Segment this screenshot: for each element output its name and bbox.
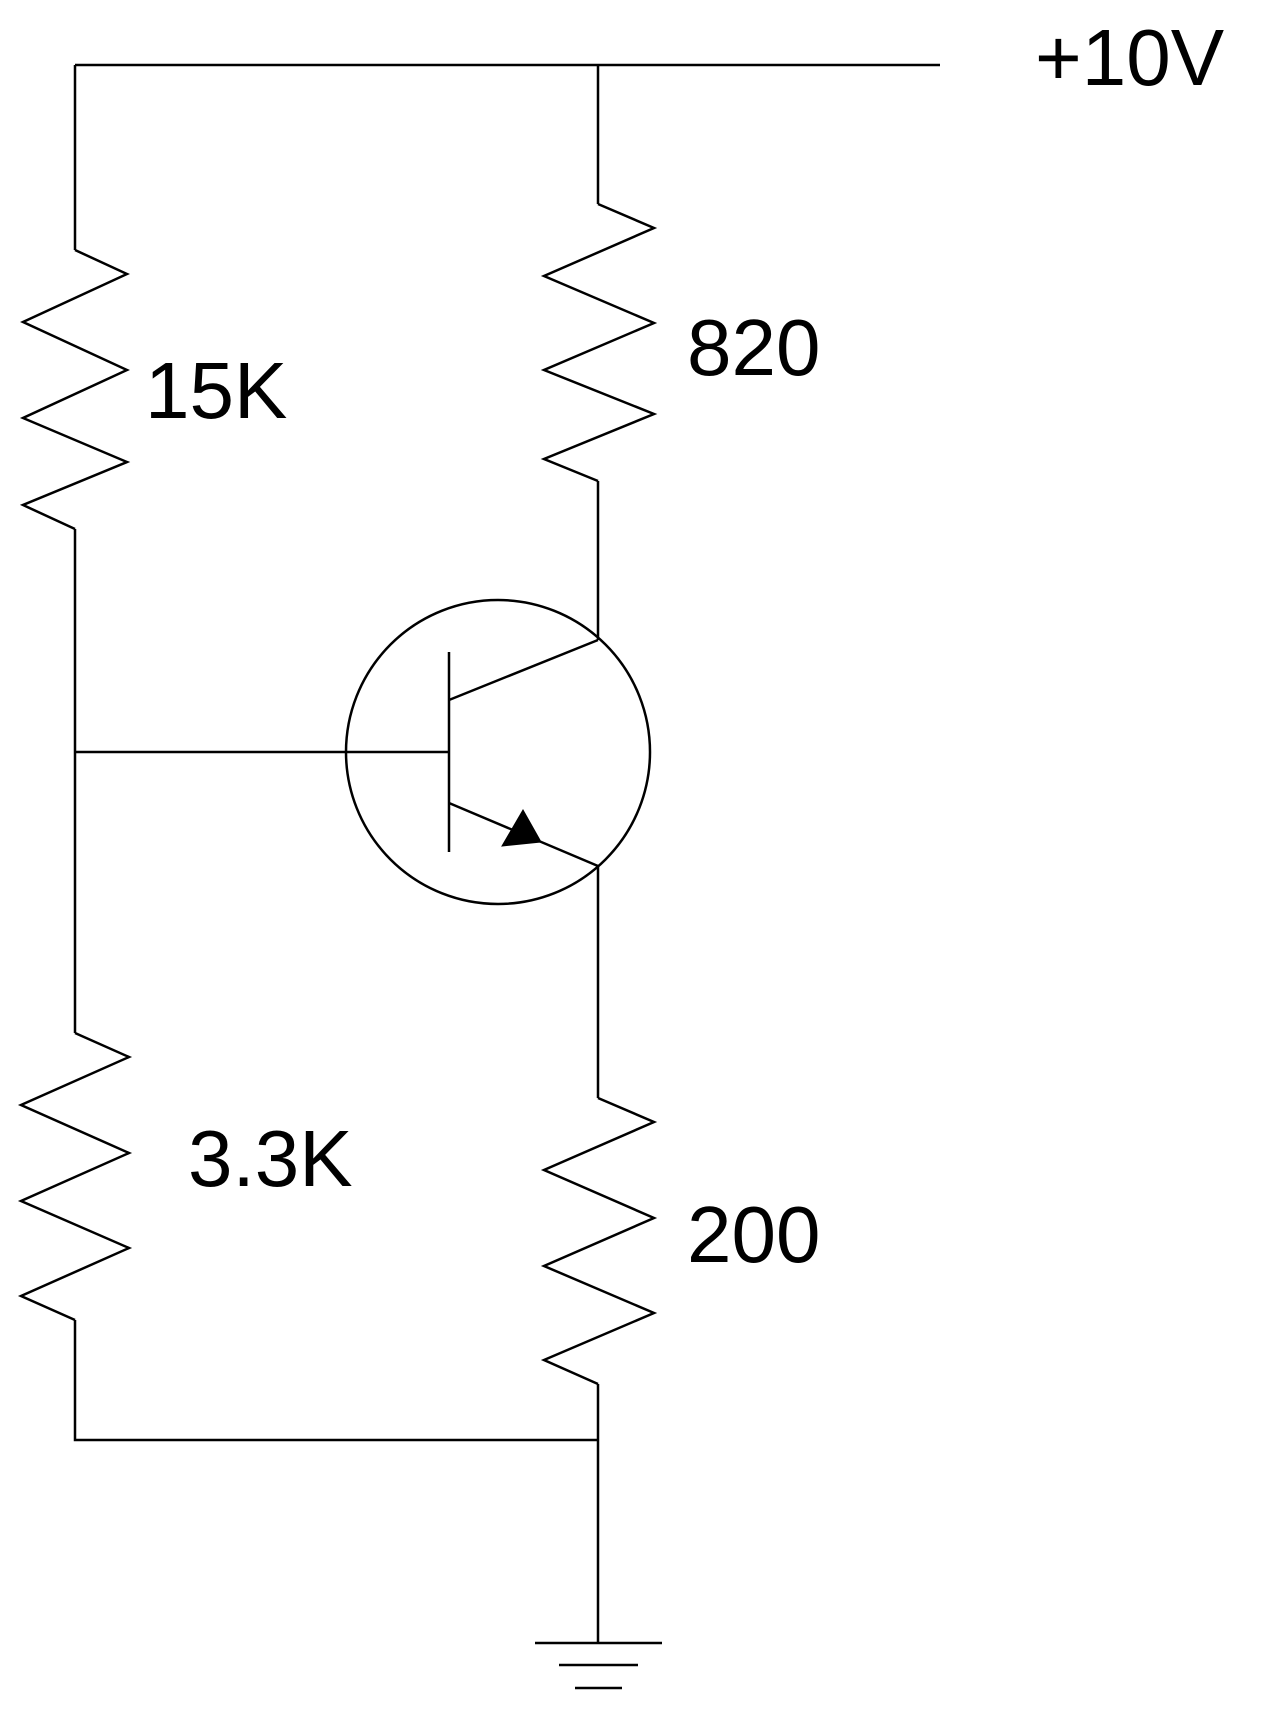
- emitter-arrow-icon: [501, 808, 542, 847]
- ground-icon: [535, 1641, 662, 1690]
- npn-transistor: [344, 598, 652, 906]
- resistor-820-label: 820: [687, 303, 820, 392]
- resistor-15k: [19, 248, 131, 531]
- resistor-15k-label: 15K: [145, 346, 287, 435]
- resistor-820: [540, 202, 658, 483]
- left-bottom-wire: [73, 1320, 598, 1442]
- transistor-collector-lead: [448, 638, 599, 702]
- resistor-200-label: 200: [687, 1190, 820, 1279]
- resistor-3-3k-label: 3.3K: [188, 1114, 353, 1203]
- resistor-200: [540, 1096, 658, 1386]
- supply-voltage-label: +10V: [1035, 13, 1225, 102]
- resistor-3-3k: [17, 1031, 133, 1322]
- transistor-envelope: [344, 598, 652, 906]
